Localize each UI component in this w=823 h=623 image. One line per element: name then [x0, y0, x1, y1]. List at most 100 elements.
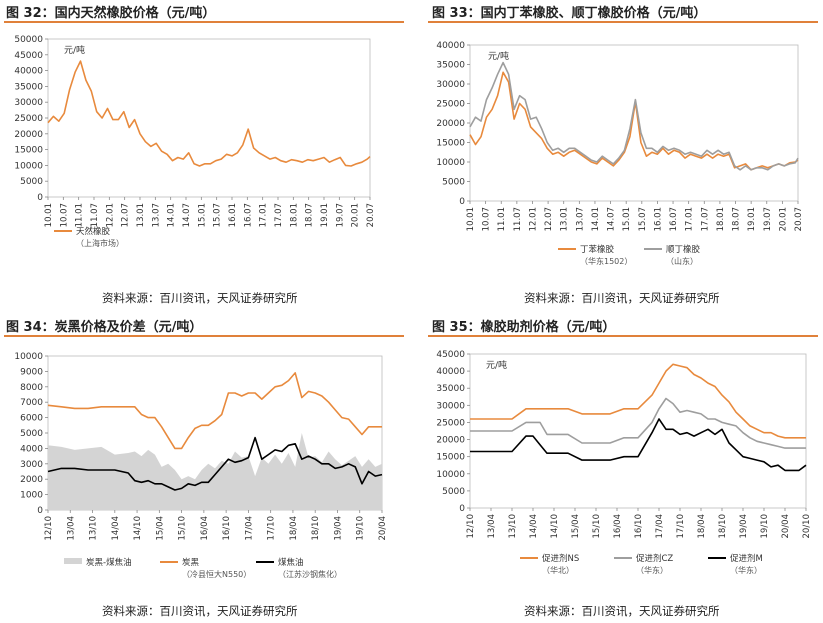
x-tick-label: 14/04 — [529, 514, 539, 539]
legend-label: 促进剂M — [730, 553, 763, 564]
y-tick-label: 2000 — [20, 475, 43, 485]
x-tick-label: 14.01 — [591, 207, 601, 231]
series-line — [47, 60, 371, 167]
unit-label: 元/吨 — [486, 359, 507, 371]
y-tick-label: 7000 — [20, 398, 43, 408]
x-tick-label: 13.07 — [575, 207, 585, 231]
series-line — [469, 61, 799, 171]
x-tick-label: 16.07 — [243, 203, 253, 227]
y-tick-label: 20000 — [14, 130, 43, 140]
x-tick-label: 19/10 — [760, 514, 770, 539]
title-rule — [428, 21, 818, 23]
x-tick-label: 15.01 — [622, 207, 632, 231]
figure-title: 图 34：炭黑价格及价差（元/吨） — [6, 320, 203, 335]
series-area — [48, 433, 382, 510]
legend-label: 促进剂CZ — [636, 553, 673, 564]
figure-title: 图 32：国内天然橡胶价格（元/吨） — [6, 6, 216, 21]
x-tick-label: 11.01 — [75, 203, 85, 227]
y-tick-label: 9000 — [20, 367, 43, 377]
y-tick-label: 10000 — [436, 158, 465, 168]
source-note: 资料来源：百川资讯，天风证券研究所 — [102, 291, 298, 305]
y-tick-label: 20000 — [436, 119, 465, 129]
y-tick-label: 35000 — [436, 384, 465, 394]
y-tick-label: 0 — [37, 506, 43, 516]
x-tick-label: 18.07 — [305, 203, 315, 227]
y-tick-label: 15000 — [14, 146, 43, 156]
x-tick-label: 20.07 — [794, 207, 804, 231]
legend-label: 煤焦油 — [278, 557, 304, 568]
x-tick-label: 17.07 — [700, 207, 710, 231]
x-tick-label: 12.01 — [528, 207, 538, 231]
x-tick-label: 14.07 — [607, 207, 617, 231]
y-tick-label: 0 — [37, 193, 43, 203]
x-tick-label: 16/04 — [200, 516, 210, 541]
x-tick-label: 13/10 — [508, 514, 518, 539]
y-tick-label: 3000 — [20, 460, 43, 470]
title-rule — [4, 335, 404, 337]
x-tick-label: 20.01 — [351, 203, 361, 227]
x-tick-label: 19.01 — [747, 207, 757, 231]
x-tick-label: 20/10 — [802, 514, 812, 539]
x-tick-label: 12/10 — [44, 516, 54, 541]
legend-sublabel: （华东1502） — [580, 256, 632, 266]
y-tick-label: 0 — [459, 504, 465, 514]
synthetic-rubber-price-chart: 0 5000 10000 15000 20000 25000 30000 35000 40000… — [436, 41, 804, 266]
rubber-price-chart: 0 5000 10000 15000 20000 25000 30000 35000 40000… — [14, 35, 376, 248]
y-tick-label: 30000 — [436, 401, 465, 411]
series-line — [470, 363, 806, 439]
x-tick-label: 18.01 — [289, 203, 299, 227]
x-tick-label: 18.07 — [732, 207, 742, 231]
series-line — [47, 436, 383, 491]
x-tick-label: 16.01 — [228, 203, 238, 227]
x-tick-label: 11.07 — [90, 203, 100, 227]
rubber-additive-price-chart: 0 5000 10000 15000 20000 25000 30000 35000 40000… — [436, 350, 812, 575]
y-tick-label: 45000 — [436, 350, 465, 360]
x-tick-label: 17.07 — [274, 203, 284, 227]
unit-label: 元/吨 — [64, 44, 85, 56]
x-tick-label: 10.07 — [59, 203, 69, 227]
x-tick-label: 14/10 — [550, 514, 560, 539]
x-tick-label: 15.07 — [213, 203, 223, 227]
x-tick-label: 17/04 — [655, 514, 665, 539]
x-tick-label: 16/10 — [222, 516, 232, 541]
x-tick-label: 17.01 — [685, 207, 695, 231]
y-tick-label: 35000 — [14, 82, 43, 92]
source-note: 资料来源：百川资讯，天风证券研究所 — [524, 604, 720, 618]
y-tick-label: 20000 — [436, 436, 465, 446]
y-tick-label: 40000 — [436, 41, 465, 51]
x-tick-label: 10.01 — [44, 203, 54, 227]
x-tick-label: 18/04 — [697, 514, 707, 539]
x-tick-label: 16.07 — [669, 207, 679, 231]
x-tick-label: 14.01 — [167, 203, 177, 227]
title-rule — [4, 21, 404, 23]
x-tick-label: 12/10 — [466, 514, 476, 539]
y-tick-label: 15000 — [436, 453, 465, 463]
source-note: 资料来源：百川资讯，天风证券研究所 — [102, 604, 298, 618]
x-tick-label: 11.01 — [497, 207, 507, 231]
y-tick-label: 5000 — [442, 178, 465, 188]
y-tick-label: 25000 — [436, 100, 465, 110]
legend-label: 炭黑-煤焦油 — [86, 557, 132, 568]
title-rule — [428, 335, 818, 337]
figure-title: 图 33：国内丁苯橡胶、顺丁橡胶价格（元/吨） — [432, 6, 707, 21]
x-tick-label: 19.01 — [320, 203, 330, 227]
x-tick-label: 17.01 — [259, 203, 269, 227]
legend-sublabel: （华东） — [730, 565, 762, 575]
y-tick-label: 10000 — [436, 470, 465, 480]
legend-swatch — [64, 558, 82, 564]
legend-label: 天然橡胶 — [76, 226, 111, 237]
legend-sublabel: （华东） — [636, 565, 668, 575]
x-tick-label: 18.01 — [716, 207, 726, 231]
x-tick-label: 18/04 — [289, 516, 299, 541]
x-tick-label: 17/10 — [267, 516, 277, 541]
y-tick-label: 15000 — [436, 139, 465, 149]
x-tick-label: 17/10 — [676, 514, 686, 539]
legend-sublabel: （上海市场） — [76, 238, 124, 248]
x-tick-label: 16.01 — [653, 207, 663, 231]
x-tick-label: 17/04 — [244, 516, 254, 541]
x-tick-label: 18/10 — [311, 516, 321, 541]
x-tick-label: 20.01 — [778, 207, 788, 231]
x-tick-label: 12.01 — [105, 203, 115, 227]
x-tick-label: 13/10 — [89, 516, 99, 541]
y-tick-label: 25000 — [14, 114, 43, 124]
